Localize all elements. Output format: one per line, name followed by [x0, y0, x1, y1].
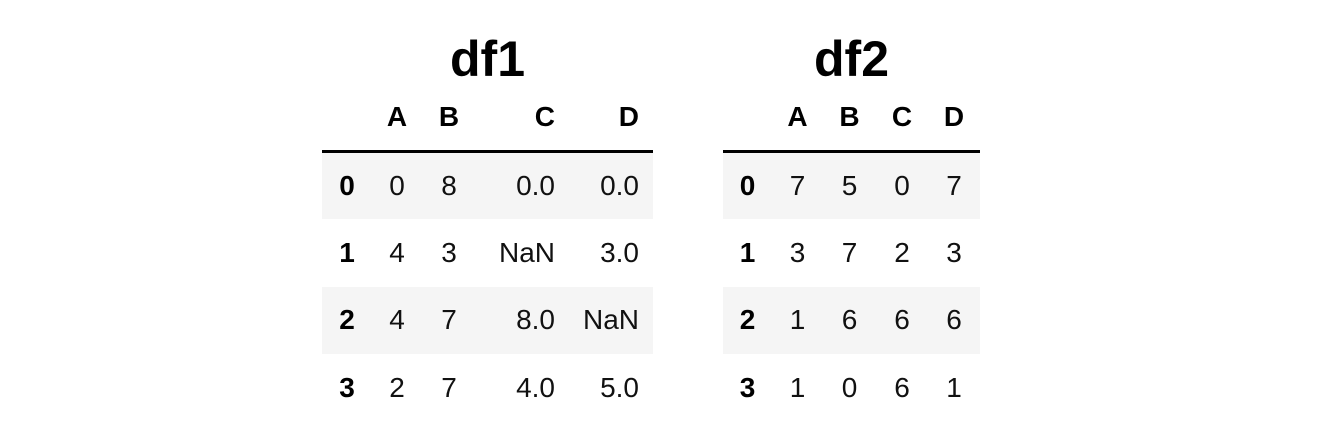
table-cell: 2	[894, 236, 910, 268]
dataframe-table: A B C D 0 0 8 0.0 0.0 1 4 3 NaN 3.0	[322, 84, 653, 422]
table-row: 2 1 6 6 6	[723, 286, 980, 354]
row-index: 3	[339, 371, 355, 403]
table-cell: 4.0	[516, 371, 555, 403]
column-header: C	[876, 84, 928, 153]
table-cell: 4	[389, 304, 405, 336]
header-row: A B C D	[723, 84, 980, 153]
row-index: 0	[739, 170, 756, 201]
table-cell: 0.0	[600, 170, 639, 201]
table-cell: 3	[441, 236, 457, 268]
row-index: 2	[739, 304, 756, 336]
header-row: A B C D	[322, 84, 653, 153]
table-row: 0 7 5 0 7	[723, 151, 980, 219]
table-cell: 3	[789, 236, 806, 268]
table-cell: 6	[841, 304, 858, 336]
column-header: A	[772, 84, 823, 153]
table-cell: 4	[389, 236, 405, 268]
table-row: 1 4 3 NaN 3.0	[322, 219, 653, 287]
row-index: 2	[339, 304, 355, 336]
table-cell: 0	[894, 170, 910, 201]
table-cell: 7	[789, 170, 806, 201]
column-header: D	[928, 84, 980, 153]
table-cell: 8.0	[516, 304, 555, 336]
row-index: 0	[339, 170, 355, 201]
table-cell: 0	[389, 170, 405, 201]
table-row: 1 3 7 2 3	[723, 219, 980, 287]
table-cell: 6	[894, 304, 910, 336]
column-header: D	[569, 84, 653, 153]
table-cell: 8	[441, 170, 457, 201]
table-cell: 6	[946, 304, 962, 336]
table-cell: 2	[389, 371, 405, 403]
table-cell: NaN	[582, 304, 639, 336]
row-index: 1	[339, 236, 355, 268]
row-index: 1	[739, 236, 756, 268]
index-header	[322, 84, 372, 153]
table-row: 3 2 7 4.0 5.0	[322, 354, 653, 422]
table-cell: 1	[789, 371, 806, 403]
table-cell: 7	[946, 170, 962, 201]
dataframe-table: A B C D 0 7 5 0 7 1 3 7 2 3 2	[723, 84, 980, 422]
dataframe-title: df1	[450, 31, 525, 87]
table-cell: NaN	[498, 236, 555, 268]
column-header: B	[422, 84, 476, 153]
table-row: 0 0 8 0.0 0.0	[322, 151, 653, 219]
row-index: 3	[739, 371, 756, 403]
table-cell: 7	[441, 371, 457, 403]
table-cell: 3	[946, 236, 962, 268]
table-cell: 0.0	[516, 170, 555, 201]
table-cell: 5	[841, 170, 858, 201]
column-header: C	[476, 84, 569, 153]
table-cell: 7	[441, 304, 457, 336]
table-cell: 0	[841, 371, 858, 403]
table-cell: 3.0	[600, 236, 639, 268]
table-cell: 1	[946, 371, 962, 403]
table-cell: 5.0	[600, 371, 639, 403]
dataframe-title: df2	[814, 31, 889, 87]
column-header: B	[823, 84, 876, 153]
index-header	[723, 84, 772, 153]
table-cell: 1	[789, 304, 806, 336]
column-header: A	[372, 84, 422, 153]
table-cell: 7	[841, 236, 858, 268]
table-row: 2 4 7 8.0 NaN	[322, 286, 653, 354]
table-row: 3 1 0 6 1	[723, 354, 980, 422]
table-cell: 6	[894, 371, 910, 403]
